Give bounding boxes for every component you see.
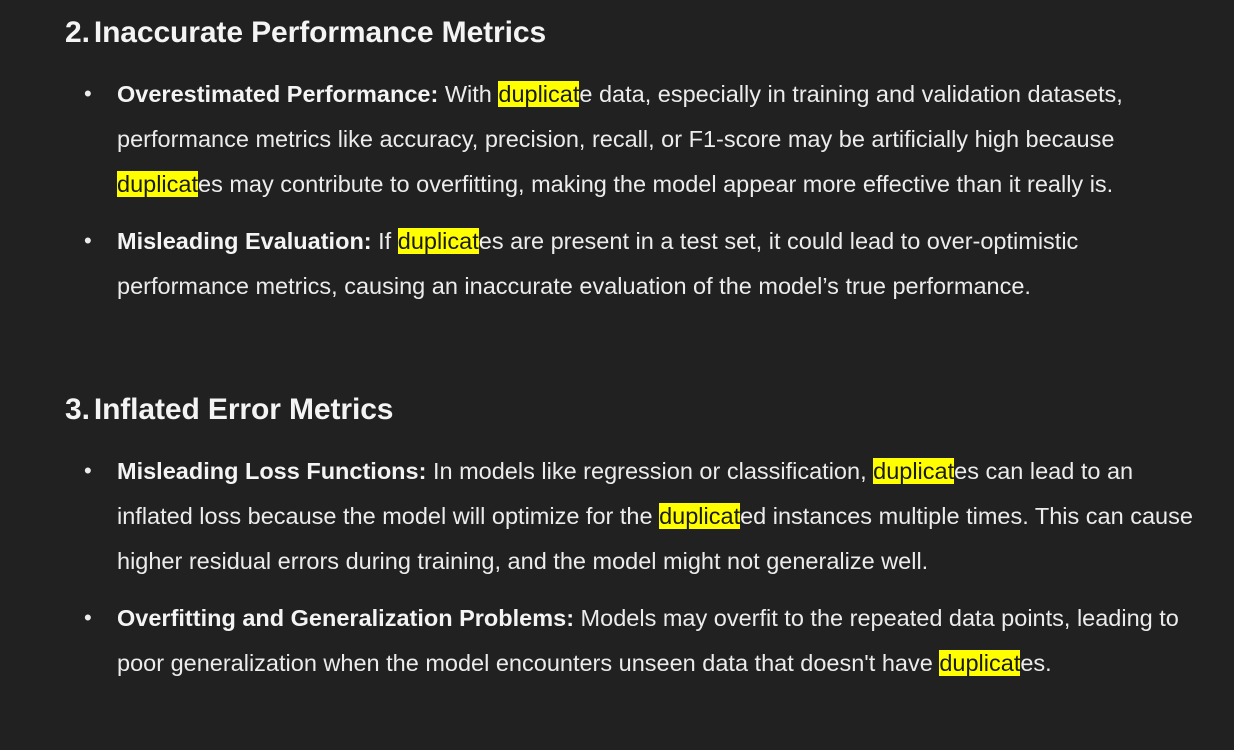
item-text: e data, especially in training and valid… bbox=[117, 81, 1123, 152]
item-text: Models may overfit to the repeated data … bbox=[117, 605, 1179, 677]
list-item-overestimated-performance: • Overestimated Performance: With duplica… bbox=[0, 72, 1234, 206]
item-text: With bbox=[438, 81, 499, 107]
search-highlight: duplicat bbox=[873, 458, 955, 484]
section-title: Inaccurate Performance Metrics bbox=[93, 16, 547, 49]
list-item-overfitting-generalization: • Overfitting and Generalization Problems… bbox=[0, 596, 1234, 686]
search-highlight: duplicat bbox=[117, 170, 198, 197]
section-number: 2. bbox=[65, 16, 90, 49]
item-text: In models like regression or classificat… bbox=[426, 458, 874, 484]
bullet-icon: • bbox=[84, 228, 92, 254]
search-highlight: duplicat bbox=[498, 81, 580, 107]
search-highlight: duplicat bbox=[659, 502, 741, 529]
item-text: es may contribute to overfitting, making… bbox=[198, 170, 1114, 197]
list-item-misleading-loss-functions: • Misleading Loss Functions: In models li… bbox=[0, 449, 1234, 583]
bullet-list: • Misleading Loss Functions: In models li… bbox=[0, 449, 1234, 686]
item-text: es can lead to an inflated loss because … bbox=[117, 458, 1134, 529]
section-heading: 3. Inflated Error Metrics bbox=[65, 388, 1234, 432]
bullet-list: • Overestimated Performance: With duplica… bbox=[0, 72, 1234, 309]
item-term: Misleading Loss Functions: bbox=[117, 458, 427, 484]
section-heading: 2. Inaccurate Performance Metrics bbox=[65, 11, 1234, 55]
item-text: If bbox=[371, 228, 398, 255]
bullet-icon: • bbox=[84, 458, 92, 483]
section-title: Inflated Error Metrics bbox=[93, 393, 394, 426]
section-number: 3. bbox=[65, 393, 90, 426]
item-text: es. bbox=[1020, 650, 1052, 677]
section-inflated-error-metrics: 3. Inflated Error Metrics • Misleading Los… bbox=[0, 388, 1234, 686]
bullet-icon: • bbox=[84, 81, 92, 106]
item-text: es are present in a test set, it could l… bbox=[117, 228, 1079, 300]
item-term: Overestimated Performance: bbox=[117, 81, 439, 107]
bullet-icon: • bbox=[84, 605, 92, 631]
item-term: Overfitting and Generalization Problems: bbox=[117, 605, 575, 632]
search-highlight: duplicat bbox=[939, 650, 1021, 677]
item-term: Misleading Evaluation: bbox=[117, 228, 372, 255]
search-highlight: duplicat bbox=[397, 228, 479, 255]
item-text: ed instances multiple times. This can ca… bbox=[117, 502, 1193, 574]
section-inaccurate-performance-metrics: 2. Inaccurate Performance Metrics • Overes… bbox=[0, 11, 1234, 309]
list-item-misleading-evaluation: • Misleading Evaluation: If duplicates ar… bbox=[0, 219, 1234, 309]
